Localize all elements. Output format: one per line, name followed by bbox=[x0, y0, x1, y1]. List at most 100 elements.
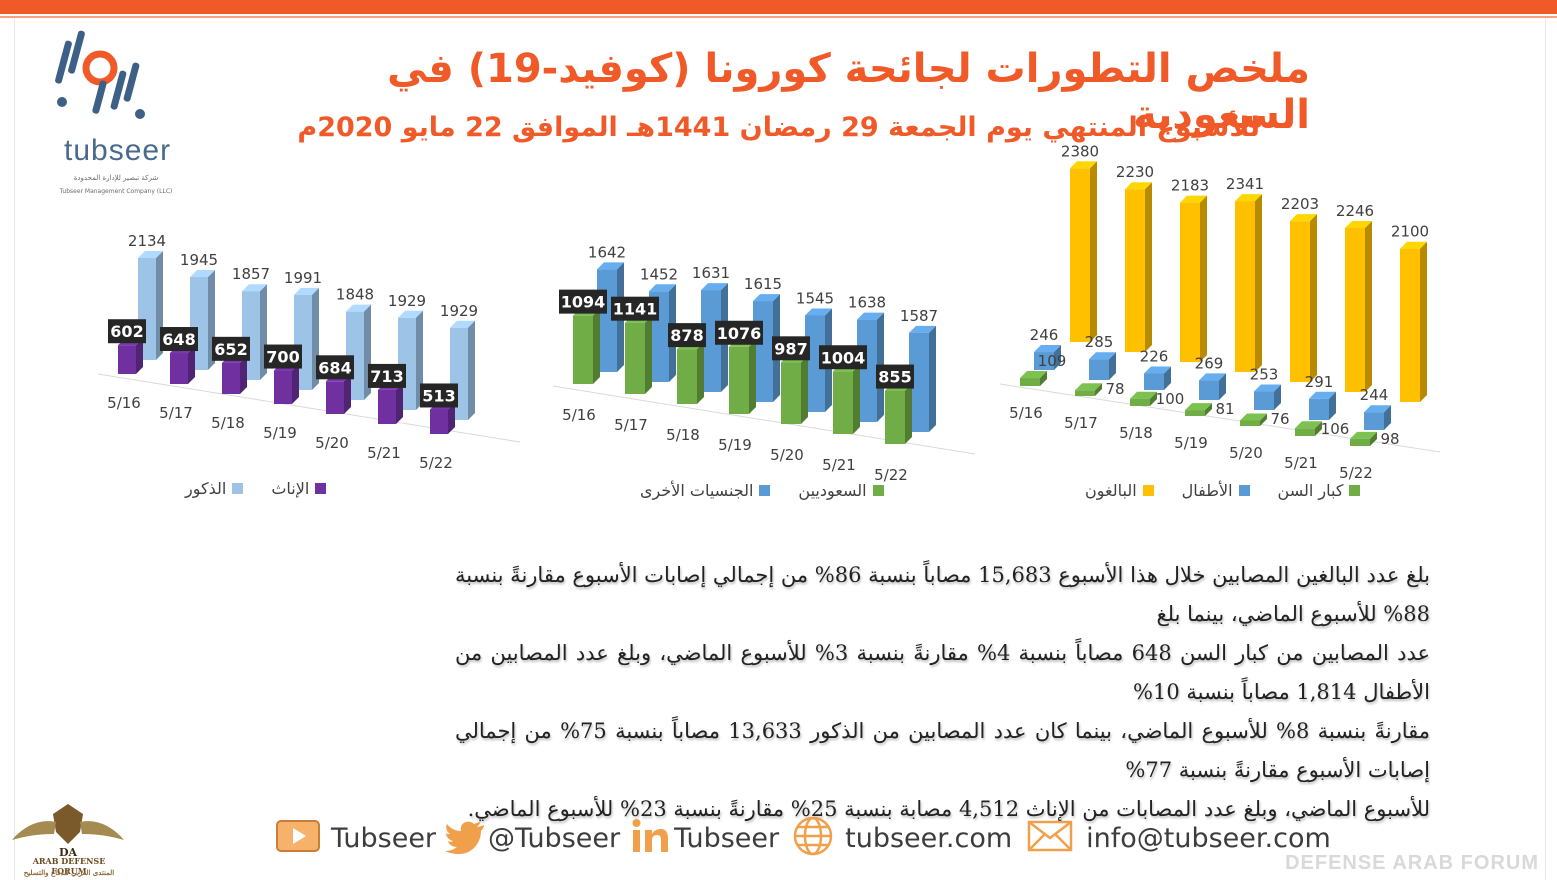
legend-label-male: الذكور bbox=[185, 479, 227, 498]
bar-side bbox=[1040, 371, 1047, 386]
bar-2-2-6 bbox=[1400, 241, 1427, 402]
bar-side bbox=[1365, 221, 1372, 392]
legend-item-others: الجنسيات الأخرى bbox=[640, 481, 771, 500]
legend-swatch-saudi bbox=[872, 485, 884, 496]
x-tick-label: 5/22 bbox=[419, 454, 453, 472]
data-label: 684 bbox=[318, 358, 351, 377]
x-tick-label: 5/20 bbox=[770, 446, 804, 464]
x-tick-label: 5/18 bbox=[211, 414, 245, 432]
summary-paragraph: بلغ عدد البالغين المصابين خلال هذا الأسب… bbox=[455, 556, 1430, 829]
bar-front bbox=[1290, 221, 1310, 382]
bar-side bbox=[1109, 352, 1116, 380]
legend-item-elderly: كبار السن bbox=[1278, 481, 1361, 500]
data-label: 2203 bbox=[1281, 195, 1319, 213]
youtube-icon[interactable] bbox=[275, 817, 321, 859]
bar-side bbox=[1164, 366, 1171, 390]
email-link[interactable]: info@tubseer.com bbox=[1086, 822, 1331, 854]
data-label: 244 bbox=[1360, 386, 1389, 404]
data-label: 253 bbox=[1250, 366, 1279, 384]
bar-side bbox=[645, 315, 652, 394]
bar-0-0-4 bbox=[326, 374, 351, 414]
data-label: 100 bbox=[1156, 390, 1185, 408]
badge-caption: ARAB DEFENSE FORUM bbox=[32, 856, 106, 876]
twitter-handle[interactable]: @Tubseer bbox=[488, 822, 621, 854]
data-label: 1004 bbox=[821, 348, 866, 367]
data-label-box bbox=[420, 383, 458, 408]
bar-top bbox=[909, 325, 936, 333]
bar-top bbox=[1309, 391, 1336, 399]
bar-side bbox=[1329, 391, 1336, 420]
bar-side bbox=[448, 402, 455, 434]
bar-top bbox=[1144, 366, 1171, 374]
legend-swatch-elderly bbox=[1349, 485, 1361, 496]
x-tick-label: 5/17 bbox=[1064, 414, 1098, 432]
data-label: 285 bbox=[1085, 333, 1114, 351]
data-label: 1452 bbox=[640, 265, 678, 283]
bar-side bbox=[240, 355, 247, 394]
tubseer-logo: tubseer شركة تبصير للإدارة المحدودة Tubs… bbox=[20, 22, 172, 195]
website-link[interactable]: tubseer.com bbox=[845, 822, 1013, 854]
data-label: 106 bbox=[1321, 420, 1350, 438]
data-label: 2246 bbox=[1336, 202, 1374, 220]
bar-top bbox=[597, 262, 624, 270]
data-label: 987 bbox=[774, 339, 807, 358]
bar-side bbox=[1145, 182, 1152, 352]
top-accent-bar bbox=[0, 0, 1557, 14]
data-label-box bbox=[368, 363, 406, 388]
data-label: 246 bbox=[1030, 326, 1059, 344]
data-label: 513 bbox=[422, 386, 455, 405]
x-tick-label: 5/20 bbox=[1229, 444, 1263, 462]
x-tick-label: 5/22 bbox=[874, 466, 908, 484]
bar-top bbox=[190, 270, 215, 278]
data-label: 648 bbox=[162, 330, 195, 349]
legend-label-saudi: السعوديين bbox=[798, 481, 867, 500]
chart-gender: 2134 1945 1857 1991 1848 1929 1929 602 648 652 700… bbox=[97, 232, 521, 472]
bar-side bbox=[1205, 403, 1212, 416]
bar-top bbox=[1020, 371, 1047, 379]
bar-top bbox=[294, 287, 319, 295]
bar-front bbox=[1185, 410, 1205, 416]
data-label: 1587 bbox=[900, 307, 938, 325]
bar-2-0-4 bbox=[1240, 413, 1267, 426]
globe-icon[interactable] bbox=[791, 814, 835, 862]
bar-top bbox=[450, 320, 475, 328]
youtube-handle[interactable]: Tubseer bbox=[331, 822, 437, 854]
x-tick-label: 5/16 bbox=[1009, 404, 1043, 422]
bar-0-0-2 bbox=[222, 355, 247, 394]
bar-0-0-3 bbox=[274, 363, 299, 404]
bar-front bbox=[326, 381, 344, 414]
bar-side bbox=[1219, 373, 1226, 400]
legend-swatch-others bbox=[759, 485, 771, 496]
data-label: 1848 bbox=[336, 286, 374, 304]
logo-tagline-en: Tubseer Management Company (LLC) bbox=[59, 188, 173, 195]
summary-line: للأسبوع الماضي، وبلغ عدد المصابات من الإ… bbox=[467, 797, 1430, 821]
bar-front bbox=[857, 319, 877, 422]
mail-icon[interactable] bbox=[1026, 818, 1074, 858]
data-label-box bbox=[160, 327, 198, 352]
bar-2-0-3 bbox=[1185, 403, 1212, 416]
bar-front bbox=[909, 332, 929, 432]
data-label: 1545 bbox=[796, 289, 834, 307]
data-label-box bbox=[611, 296, 659, 321]
bar-2-0-0 bbox=[1020, 371, 1047, 386]
bar-front bbox=[1199, 380, 1219, 400]
x-tick-label: 5/18 bbox=[1119, 424, 1153, 442]
legend-label-others: الجنسيات الأخرى bbox=[640, 481, 754, 500]
bar-side bbox=[468, 320, 475, 420]
bar-side bbox=[1384, 405, 1391, 430]
data-label: 1857 bbox=[232, 265, 270, 283]
twitter-icon[interactable] bbox=[444, 817, 488, 859]
x-tick-label: 5/21 bbox=[822, 456, 856, 474]
data-label-box bbox=[819, 345, 867, 370]
bar-top bbox=[1400, 241, 1427, 249]
bar-2-0-1 bbox=[1075, 383, 1102, 396]
linkedin-handle[interactable]: Tubseer bbox=[674, 822, 780, 854]
bar-1-0-6 bbox=[885, 383, 912, 444]
legend-nationality: السعوديين الجنسيات الأخرى bbox=[640, 481, 884, 500]
page-title: ملخص التطورات لجائحة كورونا (كوفيد-19) ف… bbox=[387, 46, 1310, 138]
linkedin-icon[interactable] bbox=[630, 816, 670, 860]
bar-front bbox=[170, 353, 188, 384]
bar-2-1-6 bbox=[1364, 405, 1391, 430]
x-tick-label: 5/20 bbox=[315, 434, 349, 452]
data-label: 602 bbox=[110, 322, 143, 341]
